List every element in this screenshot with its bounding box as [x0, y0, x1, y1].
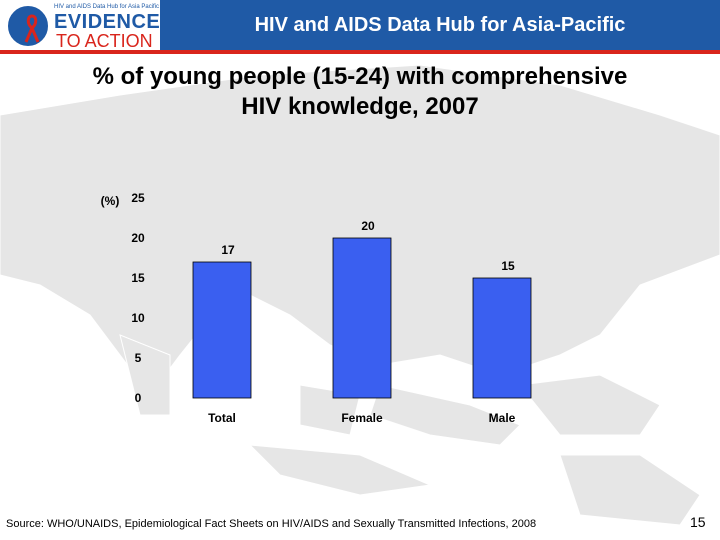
y-tick-label: 5	[135, 351, 142, 365]
slide-title-line1: % of young people (15-24) with comprehen…	[92, 63, 628, 90]
page-number: 15	[690, 514, 706, 530]
header: HIV and AIDS Data Hub for Asia-Pacific H…	[0, 0, 720, 55]
y-tick-label: 20	[131, 231, 145, 245]
asia-pacific-map-background	[0, 64, 720, 526]
bar-male	[472, 277, 532, 399]
header-rule	[0, 50, 720, 54]
logo-tagline: HIV and AIDS Data Hub for Asia Pacific	[54, 4, 160, 10]
source-note: Source: WHO/UNAIDS, Epidemiological Fact…	[6, 518, 537, 530]
un-seal-icon	[6, 4, 50, 48]
red-ribbon-icon	[24, 14, 40, 43]
y-tick-label: 25	[131, 191, 145, 205]
bar-total	[192, 261, 252, 399]
header-bar	[160, 0, 720, 50]
logo-to-action: TO ACTION	[56, 31, 153, 51]
y-axis-label: (%)	[101, 194, 120, 208]
x-tick-label: Male	[489, 411, 516, 425]
evidence-to-action-logo: HIV and AIDS Data Hub for Asia Pacific E…	[4, 2, 161, 51]
x-tick-label: Female	[341, 411, 383, 425]
y-tick-label: 15	[131, 271, 145, 285]
value-label: 15	[501, 259, 515, 273]
slide-title: % of young people (15-24) with comprehen…	[0, 62, 720, 122]
y-tick-label: 10	[131, 311, 145, 325]
y-tick-label: 0	[135, 391, 142, 405]
bar-female	[332, 237, 392, 399]
slide-title-line2: HIV knowledge, 2007	[241, 93, 479, 120]
x-tick-label: Total	[208, 411, 236, 425]
value-label: 20	[361, 219, 375, 233]
logo-evidence: EVIDENCE	[54, 11, 161, 33]
value-label: 17	[221, 243, 235, 257]
header-title: HIV and AIDS Data Hub for Asia-Pacific	[254, 14, 626, 36]
